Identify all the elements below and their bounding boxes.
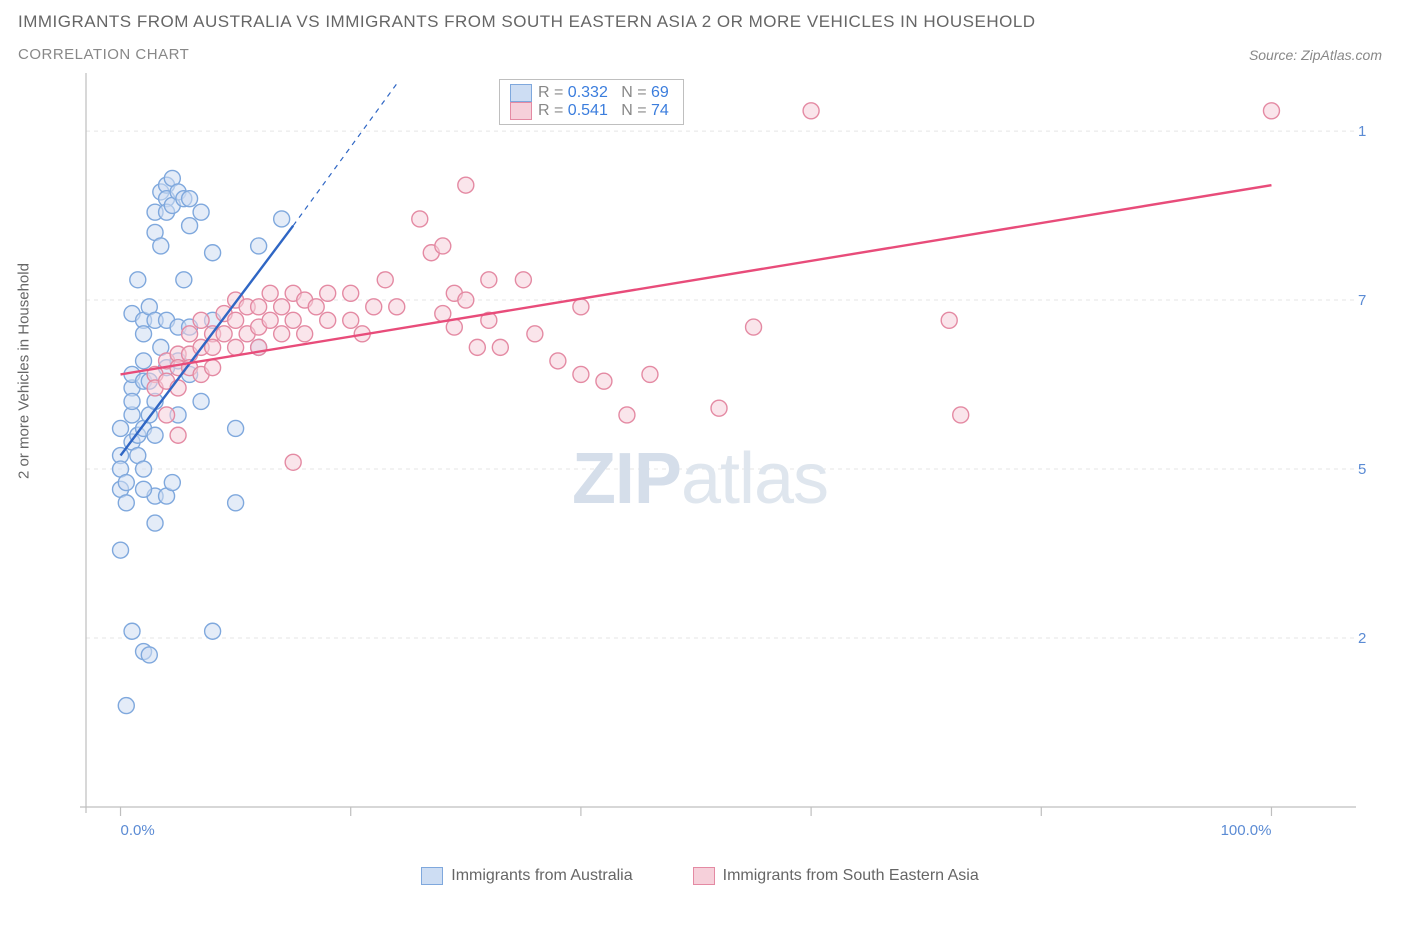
subtitle-row: CORRELATION CHART Source: ZipAtlas.com: [18, 46, 1382, 63]
y-axis-label: 2 or more Vehicles in Household: [16, 263, 33, 479]
svg-text:75.0%: 75.0%: [1358, 292, 1366, 309]
legend-swatch: [421, 867, 443, 885]
legend-label: Immigrants from South Eastern Asia: [723, 867, 979, 885]
svg-text:50.0%: 50.0%: [1358, 461, 1366, 478]
series-legend: Immigrants from Australia Immigrants from…: [18, 867, 1382, 885]
legend-label: Immigrants from Australia: [451, 867, 632, 885]
legend-swatch: [693, 867, 715, 885]
chart-title: IMMIGRANTS FROM AUSTRALIA VS IMMIGRANTS …: [18, 12, 1382, 32]
source-attribution: Source: ZipAtlas.com: [1249, 47, 1382, 63]
legend-swatch: [510, 102, 532, 120]
scatter-chart: 25.0% 50.0% 75.0% 100.0% 0.0% 100.0%: [46, 69, 1366, 889]
svg-text:100.0%: 100.0%: [1358, 123, 1366, 140]
legend-item: Immigrants from South Eastern Asia: [693, 867, 979, 885]
chart-area: 2 or more Vehicles in Household 25.0% 50.…: [18, 69, 1382, 889]
svg-text:0.0%: 0.0%: [121, 822, 155, 839]
svg-text:25.0%: 25.0%: [1358, 630, 1366, 647]
legend-swatch: [510, 84, 532, 102]
stats-legend-row: R = 0.541 N = 74: [510, 102, 669, 120]
legend-item: Immigrants from Australia: [421, 867, 632, 885]
stats-legend-box: R = 0.332 N = 69R = 0.541 N = 74: [499, 79, 684, 125]
stats-legend-row: R = 0.332 N = 69: [510, 84, 669, 102]
svg-text:100.0%: 100.0%: [1221, 822, 1272, 839]
chart-subtitle: CORRELATION CHART: [18, 46, 189, 63]
